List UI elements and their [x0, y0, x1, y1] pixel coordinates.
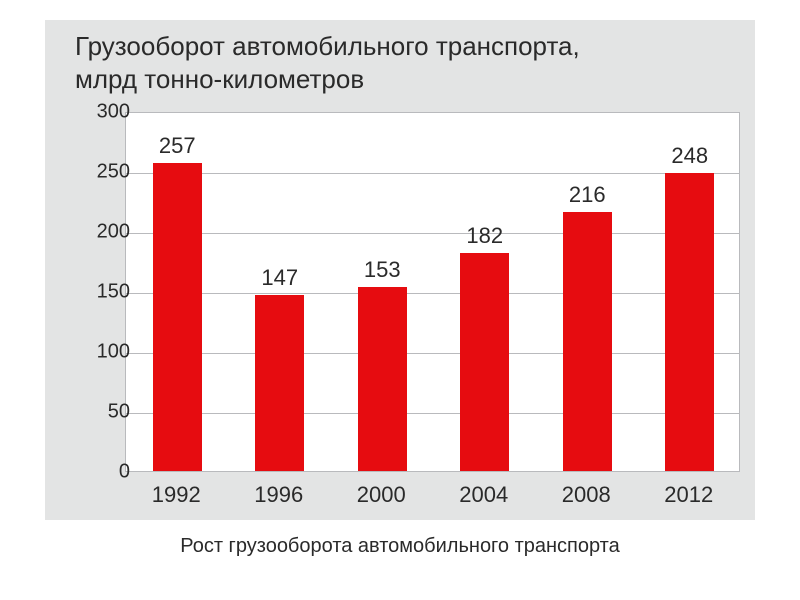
y-tick-label: 0 [70, 461, 130, 484]
x-tick-label: 2012 [638, 482, 741, 508]
bar-value-label: 216 [563, 182, 612, 208]
y-tick-label: 300 [70, 101, 130, 124]
bar: 153 [358, 287, 407, 471]
y-tick-label: 100 [70, 341, 130, 364]
gridline [126, 413, 739, 414]
bar: 257 [153, 163, 202, 471]
x-tick-label: 2004 [433, 482, 536, 508]
y-tick-label: 250 [70, 161, 130, 184]
chart-title-line1: Грузооборот автомобильного транспорта, [75, 31, 580, 61]
chart-caption: Рост грузооборота автомобильного транспо… [0, 535, 800, 558]
bar: 147 [255, 295, 304, 471]
gridline [126, 353, 739, 354]
chart-title: Грузооборот автомобильного транспорта, м… [75, 30, 580, 95]
x-tick-label: 2000 [330, 482, 433, 508]
chart-title-line2: млрд тонно-километров [75, 64, 364, 94]
bar-value-label: 153 [358, 257, 407, 283]
bar: 182 [460, 253, 509, 471]
bar: 248 [665, 173, 714, 471]
x-tick-label: 2008 [535, 482, 638, 508]
chart-panel: Грузооборот автомобильного транспорта, м… [45, 20, 755, 520]
y-tick-label: 150 [70, 281, 130, 304]
gridline [126, 233, 739, 234]
y-tick-label: 50 [70, 401, 130, 424]
bar-value-label: 147 [255, 265, 304, 291]
gridline [126, 293, 739, 294]
bar-value-label: 182 [460, 223, 509, 249]
bar: 216 [563, 212, 612, 471]
plot-area: 257 147 153 182 216 248 [125, 112, 740, 472]
y-tick-label: 200 [70, 221, 130, 244]
bar-value-label: 248 [665, 143, 714, 169]
bar-value-label: 257 [153, 133, 202, 159]
gridline [126, 173, 739, 174]
x-tick-label: 1992 [125, 482, 228, 508]
x-tick-label: 1996 [228, 482, 331, 508]
